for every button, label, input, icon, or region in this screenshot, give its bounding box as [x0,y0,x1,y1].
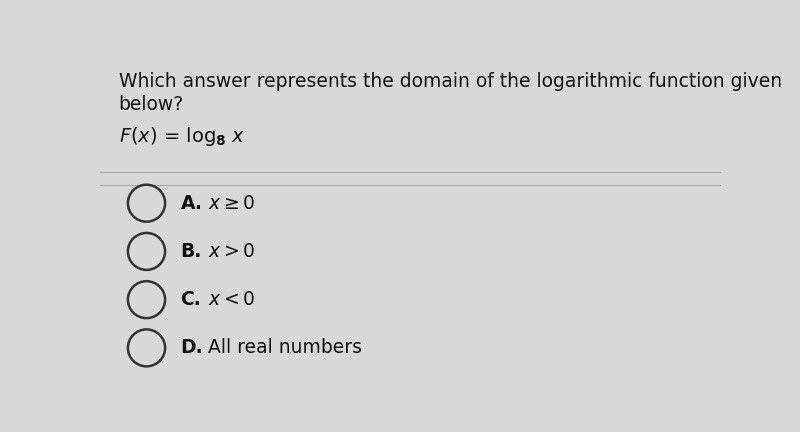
Ellipse shape [128,233,165,270]
Text: $x > 0$: $x > 0$ [209,242,256,261]
Text: Which answer represents the domain of the logarithmic function given: Which answer represents the domain of th… [118,72,782,91]
Text: D.: D. [181,338,203,357]
Ellipse shape [128,281,165,318]
Text: below?: below? [118,95,184,114]
Text: All real numbers: All real numbers [209,338,362,357]
Text: B.: B. [181,242,202,261]
Text: A.: A. [181,194,202,213]
Text: $x \geq 0$: $x \geq 0$ [209,194,256,213]
Text: $x < 0$: $x < 0$ [209,290,256,309]
Text: $\mathit{F(x)}$ = log$_\mathbf{8}$ $\mathit{x}$: $\mathit{F(x)}$ = log$_\mathbf{8}$ $\mat… [118,125,245,148]
Ellipse shape [128,185,165,222]
Text: C.: C. [181,290,202,309]
Ellipse shape [128,330,165,366]
